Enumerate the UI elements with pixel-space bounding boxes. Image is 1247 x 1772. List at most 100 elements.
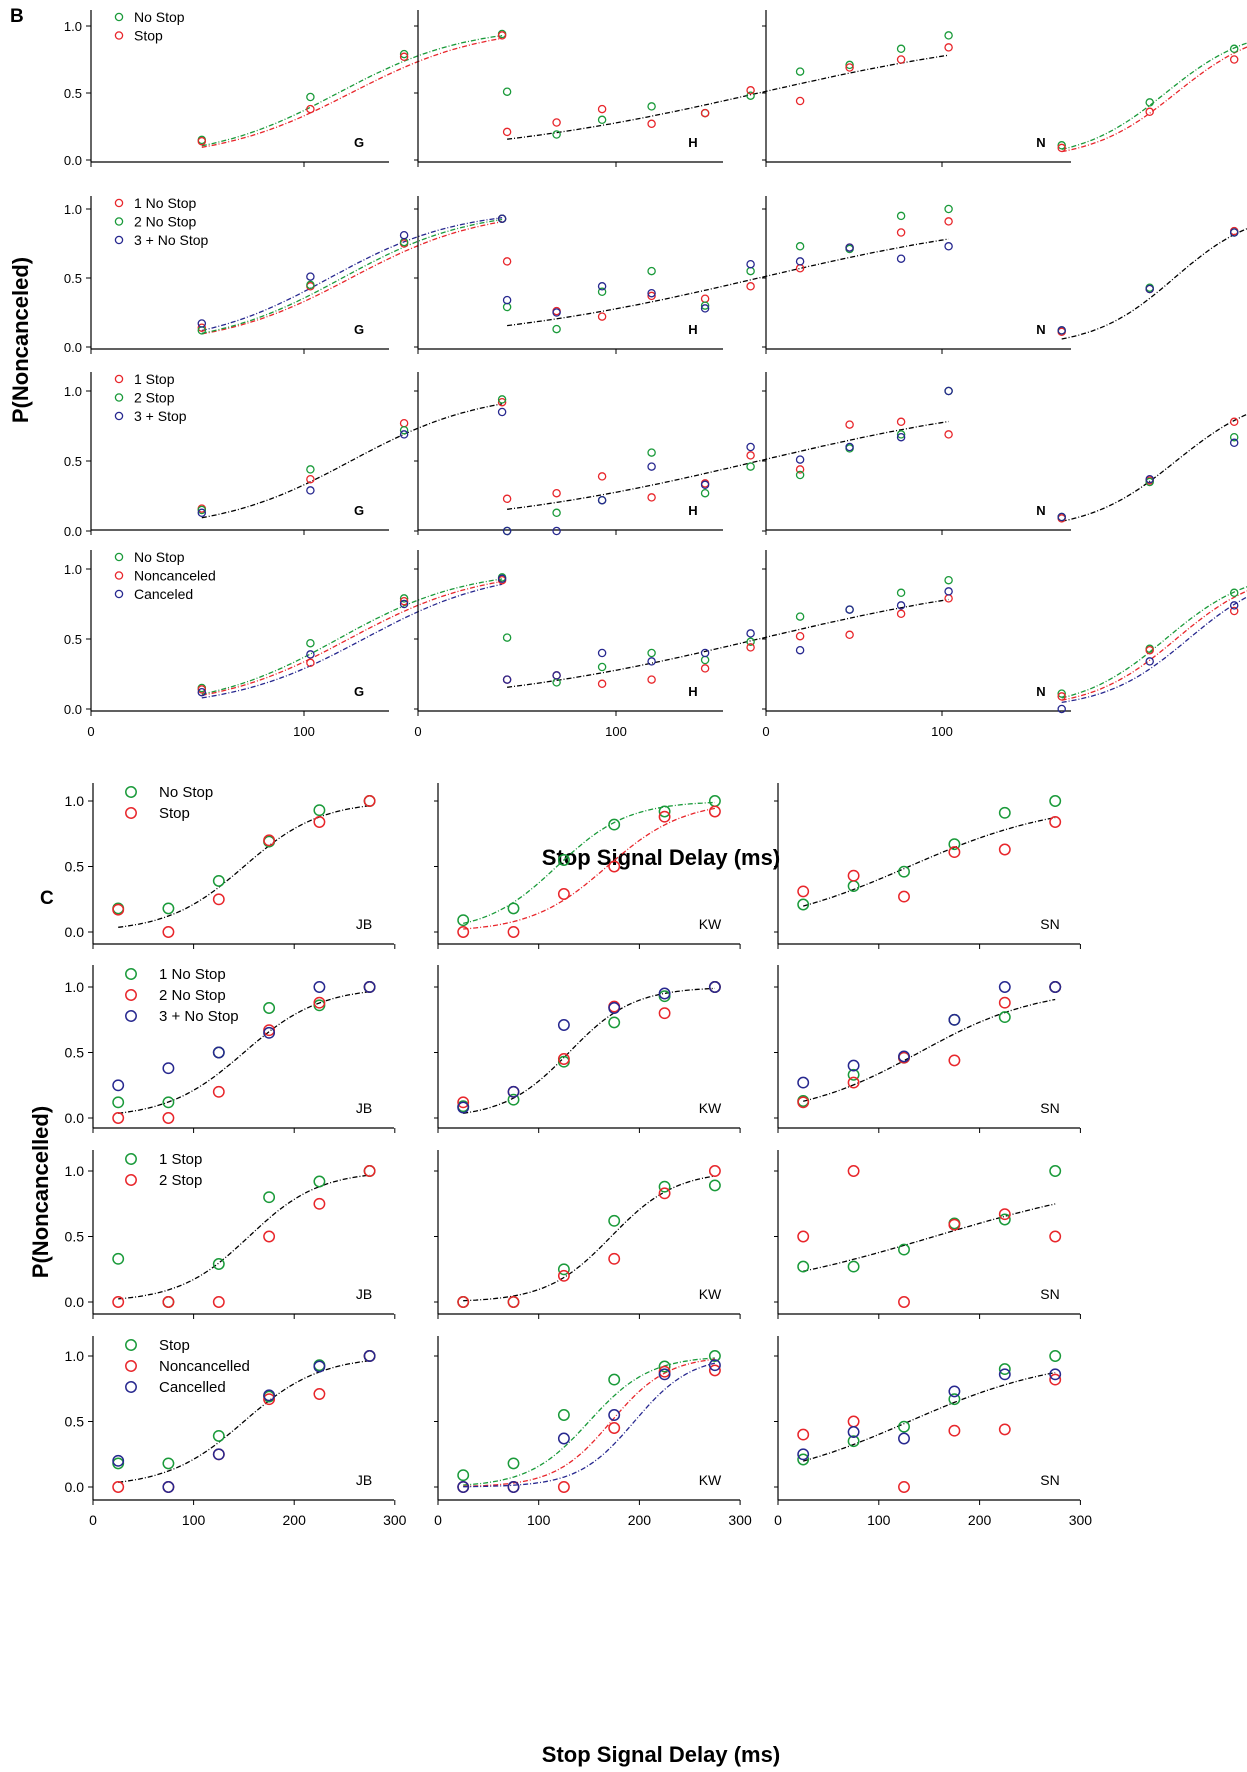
panel-letter-c: C [40, 888, 54, 909]
fit-curve-blue [1061, 596, 1247, 704]
data-point-green [797, 1453, 810, 1466]
data-point-red [647, 291, 656, 301]
subplot-b-2-2: N [762, 372, 1247, 535]
data-point-blue [845, 243, 854, 252]
data-point-red [306, 658, 315, 668]
x-tick-label: 100 [931, 724, 953, 739]
data-point-blue [795, 645, 805, 655]
data-point-green [1145, 98, 1154, 107]
fit-curve-red [463, 807, 716, 930]
fit-curve-red [201, 221, 503, 335]
subplot-label: KW [699, 1286, 722, 1302]
data-point-blue [847, 1426, 860, 1438]
data-point-red [746, 282, 755, 291]
data-point-green [507, 1457, 520, 1470]
data-point-green [399, 594, 409, 603]
data-point-green [898, 1420, 910, 1433]
data-point-red [263, 834, 276, 847]
subplot-c-0-0: 0.0 0.5 1.0 JB No Stop Stop [65, 783, 396, 949]
fit-curve-black [507, 598, 949, 688]
data-point-red [1057, 143, 1066, 153]
data-point-red [507, 1296, 520, 1308]
legend-marker-green [114, 393, 124, 402]
data-point-blue [306, 650, 315, 659]
data-point-blue [502, 675, 512, 684]
legend-marker-red [114, 31, 124, 40]
subplot-label: G [354, 322, 364, 337]
data-point-green [847, 1260, 860, 1273]
data-point-red [399, 418, 409, 428]
data-point-red [797, 1096, 810, 1109]
legend-marker-red [125, 807, 137, 819]
subplot-b-3-0: 0.0 0.5 1.0 0 100 G No Stop Noncanceled Canceled [64, 549, 507, 739]
data-point-blue [700, 304, 710, 313]
data-point-blue [263, 1389, 276, 1402]
fit-curve-blue [201, 217, 503, 332]
data-point-blue [700, 480, 710, 490]
data-point-red [497, 397, 507, 407]
data-point-blue [112, 1454, 125, 1467]
data-point-red [746, 643, 755, 652]
fit-curve-green [463, 801, 715, 925]
data-point-green [1229, 44, 1239, 54]
data-point-red [1145, 645, 1154, 655]
data-point-red [658, 1187, 671, 1200]
data-point-blue [399, 430, 409, 439]
data-point-red [700, 294, 710, 303]
data-point-red [197, 685, 207, 694]
data-point-red [399, 52, 409, 62]
data-point-blue [552, 526, 561, 536]
legend-entry: Cancelled [159, 1379, 226, 1396]
data-point-green [507, 902, 520, 915]
data-point-red [647, 675, 656, 684]
x-tick-label: 100 [182, 1512, 206, 1528]
x-tick-label: 0 [87, 724, 94, 739]
legend-entry: 1 No Stop [134, 195, 196, 211]
legend-entry: Stop [159, 1337, 190, 1354]
panel-letter-b: B [10, 6, 24, 27]
data-point-green [212, 874, 225, 887]
data-point-red [557, 1053, 570, 1065]
data-point-green [608, 818, 621, 831]
fit-curve-black [803, 1203, 1056, 1272]
data-point-red [399, 596, 409, 606]
subplot-label: H [688, 503, 697, 518]
fit-curve-black [1061, 227, 1247, 340]
data-point-blue [1057, 704, 1066, 714]
legend-marker-green [114, 12, 124, 22]
data-point-green [1057, 689, 1066, 698]
data-point-green [112, 1096, 125, 1109]
fit-curve-red [463, 1358, 715, 1487]
data-point-green [457, 1469, 470, 1482]
data-point-green [502, 87, 512, 96]
data-point-green [306, 92, 315, 102]
subplot-c-3-1: 0 100 200 300 KW [434, 1336, 752, 1528]
y-tick-label: 0.5 [64, 271, 82, 286]
data-point-blue [1049, 981, 1062, 993]
x-tick-label: 200 [968, 1512, 992, 1528]
data-point-red [112, 903, 125, 916]
legend-entry: 1 Stop [134, 371, 175, 387]
data-point-red [363, 1165, 376, 1177]
legend-entry: Stop [134, 28, 163, 44]
data-point-red [944, 43, 953, 52]
data-point-green [306, 465, 315, 474]
data-point-green [658, 1360, 671, 1373]
plot-area: 0.0 0.5 1.0 G No Stop Stop H N 0.0 0.5 1.0 G 1 No St… [64, 9, 1247, 1528]
data-point-red [948, 1054, 961, 1067]
data-point-green [898, 865, 910, 878]
data-point-green [795, 612, 805, 621]
data-point-blue [306, 486, 315, 495]
legend-marker-green [125, 1339, 137, 1351]
data-point-red [896, 55, 906, 64]
data-point-green [557, 1263, 570, 1276]
x-tick-label: 0 [414, 724, 421, 739]
panel-b-x-axis-label: Stop Signal Delay (ms) [542, 845, 780, 870]
data-point-green [944, 575, 953, 585]
data-point-green [896, 44, 906, 54]
data-point-green [896, 430, 906, 439]
fit-curve-blue [463, 1362, 716, 1488]
data-point-red [507, 926, 520, 938]
fit-curve-green [463, 1357, 715, 1486]
